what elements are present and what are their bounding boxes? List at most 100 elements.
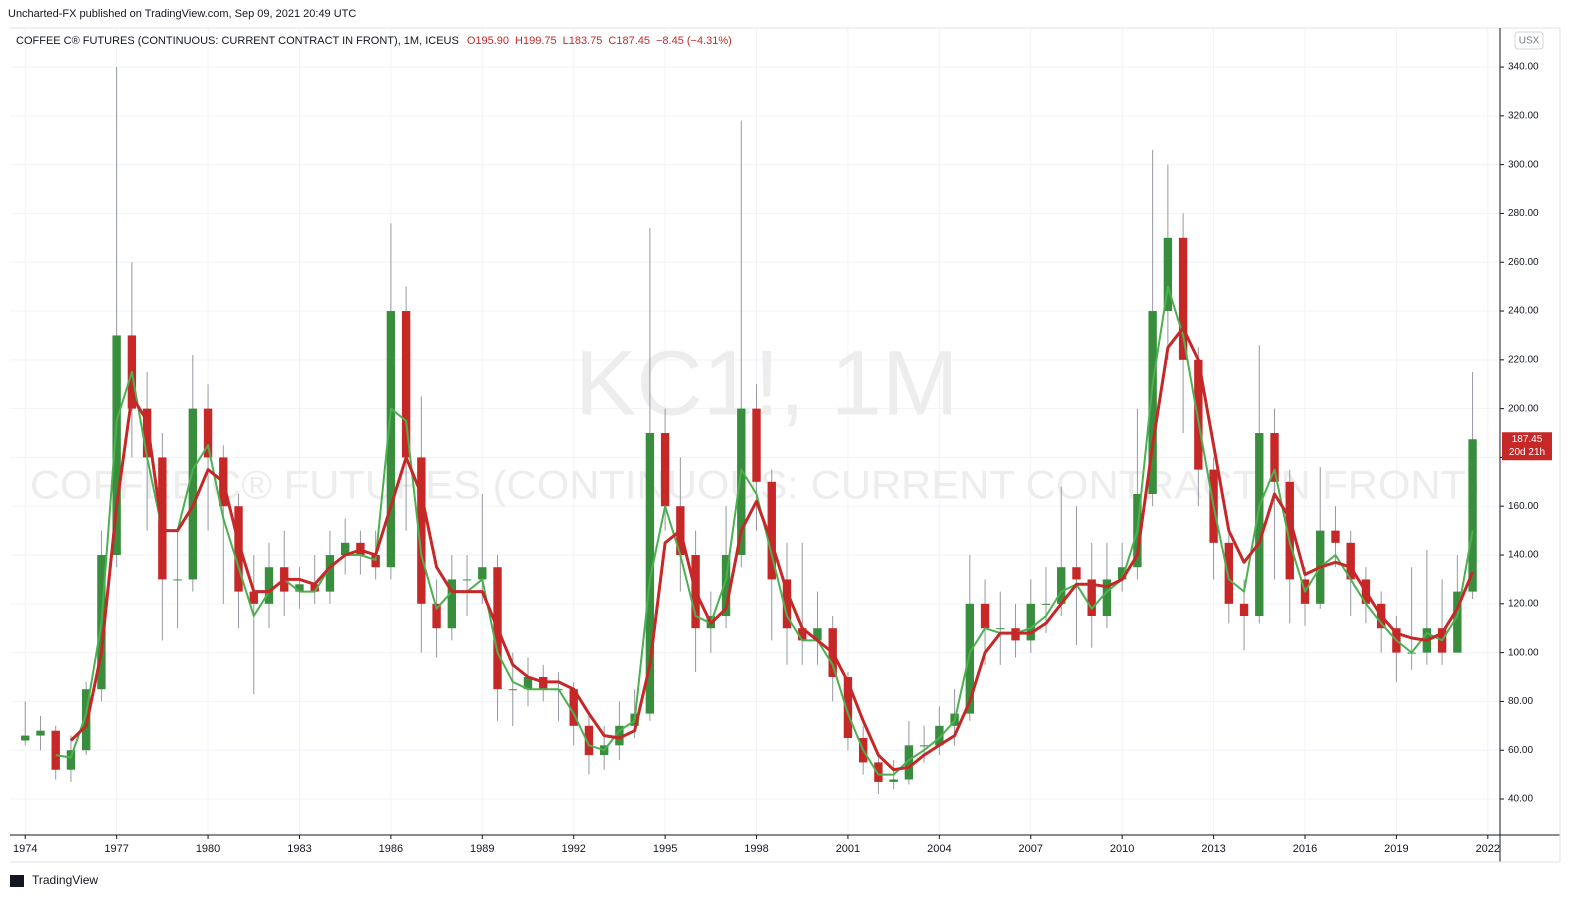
candle-body	[1178, 237, 1188, 360]
legend-value: L183.75	[563, 35, 603, 47]
candle-body	[249, 591, 258, 604]
candle-body	[889, 779, 898, 782]
candle-body	[386, 311, 396, 568]
x-tick-label: 2016	[1293, 843, 1317, 855]
x-tick-label: 1992	[561, 843, 585, 855]
candle-body	[142, 408, 152, 458]
candle-body	[919, 745, 929, 747]
y-tick-label: 340.00	[1508, 62, 1539, 73]
y-tick-label: 300.00	[1508, 159, 1539, 170]
candle-body	[645, 433, 655, 714]
candle-body	[203, 408, 213, 458]
candle-body	[508, 689, 517, 691]
y-tick-label: 240.00	[1508, 306, 1539, 317]
x-tick-label: 1983	[287, 843, 311, 855]
candle-body	[1102, 579, 1112, 617]
x-tick-label: 1986	[379, 843, 403, 855]
y-tick-label: 120.00	[1508, 598, 1539, 609]
y-tick-label: 280.00	[1508, 208, 1539, 219]
candle-body	[1453, 591, 1462, 653]
y-tick-label: 80.00	[1508, 696, 1533, 707]
candle-body	[264, 567, 274, 604]
legend-value: H199.75	[515, 35, 557, 47]
candle-body	[340, 542, 350, 556]
x-tick-label: 2007	[1019, 843, 1043, 855]
legend-title: COFFEE C® FUTURES (CONTINUOUS: CURRENT C…	[16, 35, 459, 47]
candle-body	[112, 335, 121, 556]
y-tick-label: 320.00	[1508, 110, 1539, 121]
candle-body	[432, 603, 441, 629]
candle-body	[569, 689, 578, 726]
candle-body	[1072, 567, 1081, 580]
published: Uncharted-FX published on TradingView.co…	[8, 8, 356, 20]
candle-body	[417, 457, 426, 604]
candle-body	[371, 555, 380, 568]
candle-body	[767, 481, 776, 580]
candle-body	[523, 677, 533, 690]
x-tick-label: 1995	[653, 843, 677, 855]
candle-body	[1331, 530, 1340, 543]
x-tick-label: 2022	[1476, 843, 1500, 855]
candle-body	[1163, 237, 1173, 312]
y-tick-label: 40.00	[1508, 794, 1533, 805]
price-label: 187.45	[1512, 434, 1543, 445]
x-tick-label: 1977	[104, 843, 128, 855]
candle-body	[401, 311, 411, 458]
candle-body	[721, 555, 731, 617]
footer-brand: TradingView	[32, 873, 98, 887]
y-tick-label: 140.00	[1508, 550, 1539, 561]
legend: COFFEE C® FUTURES (CONTINUOUS: CURRENT C…	[16, 35, 732, 47]
candle-body	[1148, 311, 1157, 495]
currency[interactable]: USX	[1519, 36, 1540, 47]
candle-body	[584, 725, 594, 756]
y-tick-label: 160.00	[1508, 501, 1539, 512]
candle-body	[1270, 433, 1279, 482]
x-tick-label: 2013	[1201, 843, 1225, 855]
y-tick-label: 200.00	[1508, 403, 1539, 414]
candle-body	[234, 506, 243, 592]
candle-body	[843, 677, 853, 739]
y-tick-label: 220.00	[1508, 354, 1539, 365]
x-tick-label: 1974	[13, 843, 37, 855]
y-tick-label: 100.00	[1508, 647, 1539, 658]
y-tick-label: 60.00	[1508, 745, 1533, 756]
candle-body	[935, 725, 944, 746]
x-tick-label: 2019	[1384, 843, 1408, 855]
watermark: KC1!, 1M	[575, 332, 958, 434]
moving-average	[69, 326, 1474, 772]
currency-box[interactable]	[1514, 31, 1544, 50]
candle-body	[1194, 359, 1203, 470]
legend-value: −8.45 (−4.31%)	[656, 35, 732, 47]
x-tick-label: 2010	[1110, 843, 1134, 855]
candle-body	[478, 567, 487, 580]
candle-body	[752, 408, 761, 482]
x-tick-label: 1989	[470, 843, 494, 855]
candle-body	[1346, 542, 1355, 580]
candle-body	[1026, 603, 1035, 641]
x-tick-label: 1998	[744, 843, 768, 855]
countdown: 20d 21h	[1509, 447, 1545, 458]
logo	[10, 875, 24, 887]
candle-body	[1117, 567, 1127, 580]
candle-body	[1468, 439, 1477, 592]
candle-body	[996, 628, 1005, 630]
x-tick-label: 1980	[196, 843, 220, 855]
candle-body	[980, 603, 990, 629]
candle-body	[310, 584, 319, 592]
candle-body	[615, 725, 624, 746]
candle-body	[813, 628, 822, 641]
candle-body	[737, 408, 746, 556]
candle-body	[965, 603, 975, 714]
candle-body	[798, 628, 807, 641]
x-tick-label: 2001	[836, 843, 860, 855]
price-label-box	[1502, 432, 1552, 461]
candle-body	[51, 730, 60, 770]
candle-body	[462, 579, 472, 581]
candle-body	[188, 408, 198, 580]
candle-body	[173, 579, 182, 581]
candle-body	[1041, 603, 1051, 605]
candle-body	[66, 750, 76, 770]
candle-body	[660, 433, 670, 507]
legend-value: C187.45	[608, 35, 650, 47]
